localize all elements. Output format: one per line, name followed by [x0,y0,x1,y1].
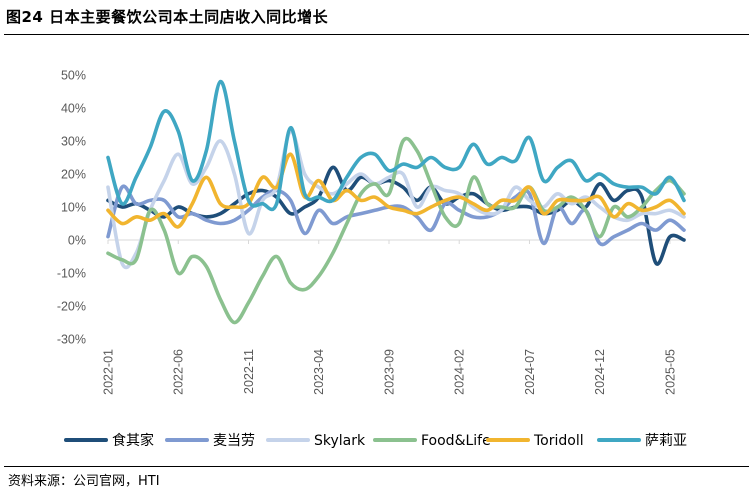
y-tick-label: -20% [57,300,86,314]
y-tick-label: 10% [61,201,86,215]
x-tick-label: 2024-12 [593,349,607,395]
y-tick-label: 40% [61,102,86,116]
series-line-4 [106,152,686,229]
x-tick-label: 2022-01 [102,349,116,395]
y-tick-label: -10% [57,267,86,281]
y-axis: -30% -20% -10% 0% 10% 20% 30% 40% 50% [57,69,86,347]
title-rule [4,34,749,35]
y-tick-label: 50% [61,69,86,83]
x-tick-label: 2024-07 [523,349,537,395]
y-tick-label: 20% [61,168,86,182]
x-tick-label: 2025-05 [663,349,677,395]
chart-title: 图24 日本主要餐饮公司本土同店收入同比增长 [6,8,329,26]
source-note: 资料来源：公司官网，HTI [8,474,160,489]
series-line-5 [106,79,686,212]
x-tick-label: 2023-09 [382,349,396,395]
legend: 食其家 麦当劳 Skylark Food&Life Toridoll 萨莉亚 [64,432,687,449]
y-tick-label: 0% [68,234,86,248]
y-tick-label: 30% [61,135,86,149]
footer-rule [4,466,749,467]
x-tick-label: 2022-11 [242,349,256,394]
x-tick-label: 2022-06 [172,349,186,395]
y-tick-label: -30% [57,333,86,347]
series-lines [106,79,686,325]
legend-label-0: 食其家 [112,432,154,449]
legend-label-2: Skylark [314,433,366,449]
legend-label-3: Food&Life [421,433,491,449]
legend-label-4: Toridoll [533,433,584,449]
series-line-0 [106,165,686,266]
x-axis: 2022-01 2022-06 2022-11 2023-04 2023-09 2024-… [102,239,684,395]
legend-label-1: 麦当劳 [213,433,255,449]
x-tick-label: 2023-04 [312,349,326,395]
x-tick-label: 2024-02 [453,349,467,395]
legend-label-5: 萨莉亚 [645,433,687,449]
